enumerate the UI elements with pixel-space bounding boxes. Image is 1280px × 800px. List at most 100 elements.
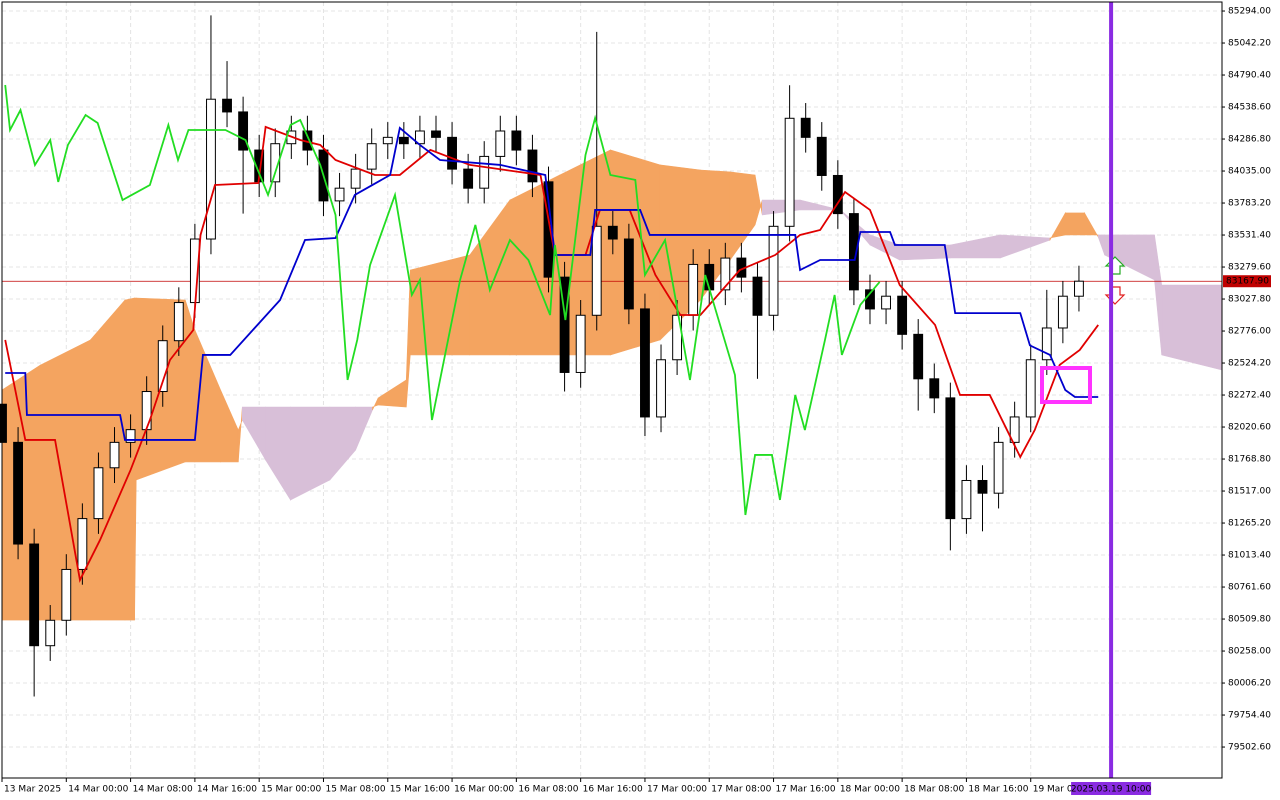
candle-body [495, 130, 506, 157]
y-tick-label: 83279.60 [1228, 263, 1271, 273]
x-tick-label: 16 Mar 16:00 [583, 785, 643, 795]
candle-body [222, 98, 232, 113]
y-tick-label: 82020.60 [1228, 423, 1271, 433]
axes: 85294.00 85042.20 84790.40 84538.60 84286.80… [1, 7, 1271, 795]
x-tick-label: 13 Mar 2025 [4, 785, 61, 795]
candle-body [977, 479, 988, 494]
y-tick-label: 82272.40 [1228, 391, 1271, 401]
x-tick-label: 16 Mar 08:00 [518, 785, 578, 795]
cloud-segment [90, 299, 126, 621]
candle-body [591, 225, 602, 316]
candle-body [109, 441, 120, 469]
candle-body [141, 391, 152, 431]
x-tick-label: 15 Mar 00:00 [261, 785, 321, 795]
x-tick-label: 14 Mar 08:00 [133, 785, 193, 795]
y-tick-label: 81265.20 [1228, 519, 1271, 529]
y-tick-label: 79754.40 [1228, 711, 1271, 721]
candle-body [656, 359, 666, 418]
y-tick-label: 80258.00 [1228, 647, 1271, 657]
y-tick-label: 81517.00 [1228, 487, 1271, 497]
x-tick-label: 17 Mar 16:00 [776, 785, 836, 795]
y-tick-label: 82524.20 [1228, 359, 1271, 369]
x-tick-label: 17 Mar 08:00 [711, 785, 771, 795]
x-tick-label: 17 Mar 00:00 [647, 785, 707, 795]
candle-body [45, 619, 56, 647]
candle-body [463, 168, 474, 189]
y-tick-label: 80006.20 [1228, 679, 1271, 689]
candle-body [1009, 416, 1020, 443]
candle-body [559, 276, 570, 373]
y-tick-label: 80509.80 [1228, 615, 1271, 625]
candle-body [1041, 327, 1052, 361]
cloud-segment [1064, 212, 1085, 236]
candle-body [897, 295, 908, 335]
candle-body [800, 117, 811, 138]
candle-body [398, 136, 409, 145]
candle-body [13, 441, 23, 545]
candle-body [479, 155, 490, 189]
candle-body [366, 143, 377, 170]
current-price-box [1223, 275, 1271, 288]
candle-body [527, 149, 538, 183]
current-price-label: 83167.90 [1226, 277, 1269, 287]
candle-body [173, 302, 184, 342]
candle-body [238, 111, 249, 151]
candle-body [720, 257, 731, 291]
y-tick-label: 79502.60 [1228, 743, 1271, 753]
x-tick-label: 14 Mar 00:00 [68, 785, 128, 795]
y-tick-label: 84035.00 [1228, 167, 1271, 177]
candle-body [543, 181, 554, 278]
candles [0, 15, 1084, 697]
candle-body [993, 441, 1004, 494]
plot-frame [1, 1, 1223, 779]
x-tick-label: 19 Mar 00:00 [1033, 785, 1093, 795]
y-tick-label: 83531.40 [1228, 231, 1271, 241]
candle-body [784, 117, 795, 227]
candle-body [1025, 359, 1036, 418]
candle-body [1057, 295, 1068, 329]
y-tick-label: 82776.00 [1228, 327, 1271, 337]
y-tick-label: 83027.80 [1228, 295, 1271, 305]
x-tick-label: 18 Mar 08:00 [904, 785, 964, 795]
cloud-segment [409, 254, 471, 356]
y-tick-label: 81013.40 [1228, 551, 1271, 561]
candle-body [848, 213, 859, 291]
candle-body [414, 130, 425, 145]
y-tick-label: 85042.20 [1228, 39, 1271, 49]
time-marker-box [1071, 782, 1152, 795]
y-tick-label: 81768.80 [1228, 455, 1271, 465]
x-tick-label: 18 Mar 16:00 [968, 785, 1028, 795]
candle-body [270, 143, 281, 183]
x-tick-label: 14 Mar 16:00 [197, 785, 257, 795]
candle-body [77, 518, 88, 570]
candle-body [382, 136, 393, 145]
candle-body [623, 238, 634, 310]
cloud-segment [799, 199, 841, 211]
candle-body [929, 378, 940, 399]
candle-body [206, 98, 216, 240]
candle-body [961, 479, 972, 520]
candle-body [768, 225, 779, 316]
x-tick-label: 15 Mar 08:00 [325, 785, 385, 795]
highlight-box [1040, 366, 1092, 404]
x-tick-label: 15 Mar 16:00 [390, 785, 450, 795]
candle-body [350, 168, 361, 189]
y-tick-label: 85294.00 [1228, 7, 1271, 17]
x-tick-label: 18 Mar 00:00 [840, 785, 900, 795]
cloud-segment [124, 297, 135, 621]
time-marker-label: 2025.03.19 10:00 [1071, 785, 1152, 795]
candle-body [881, 295, 891, 310]
x-tick-label: 16 Mar 00:00 [454, 785, 514, 795]
y-tick-label: 83783.20 [1228, 199, 1271, 209]
candle-body [688, 263, 699, 316]
candle-body [93, 467, 104, 520]
candle-body [752, 276, 763, 316]
candle-body [61, 568, 72, 621]
candle-body [913, 333, 924, 380]
candle-body [511, 130, 522, 151]
cloud-segment [1161, 284, 1223, 371]
candle-body [607, 225, 618, 240]
candle-body [945, 397, 956, 520]
